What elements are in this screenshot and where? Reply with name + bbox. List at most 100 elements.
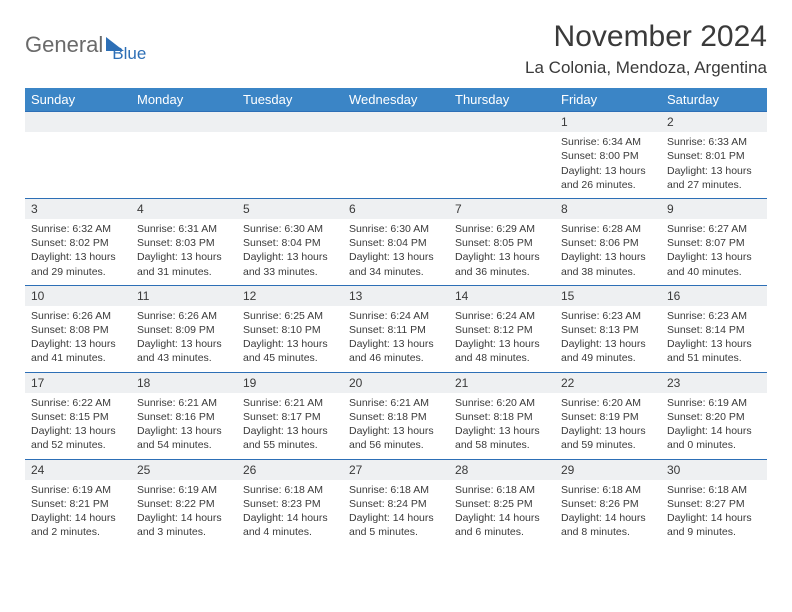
weekday-header: Friday <box>555 88 661 112</box>
sunrise-text: Sunrise: 6:20 AM <box>561 396 655 410</box>
sunset-text: Sunset: 8:20 PM <box>667 410 761 424</box>
calendar-day-cell: 23Sunrise: 6:19 AMSunset: 8:20 PMDayligh… <box>661 372 767 459</box>
sunrise-text: Sunrise: 6:22 AM <box>31 396 125 410</box>
sunrise-text: Sunrise: 6:18 AM <box>455 483 549 497</box>
daylight-text: Daylight: 13 hours and 54 minutes. <box>137 424 231 452</box>
weekday-header: Wednesday <box>343 88 449 112</box>
day-number: 6 <box>343 199 449 219</box>
day-number: 30 <box>661 460 767 480</box>
day-body: Sunrise: 6:18 AMSunset: 8:26 PMDaylight:… <box>555 480 661 546</box>
daylight-text: Daylight: 13 hours and 49 minutes. <box>561 337 655 365</box>
day-number <box>237 112 343 132</box>
daylight-text: Daylight: 13 hours and 45 minutes. <box>243 337 337 365</box>
title-block: November 2024 La Colonia, Mendoza, Argen… <box>525 20 767 78</box>
sunrise-text: Sunrise: 6:23 AM <box>561 309 655 323</box>
calendar-day-cell: 7Sunrise: 6:29 AMSunset: 8:05 PMDaylight… <box>449 198 555 285</box>
sunrise-text: Sunrise: 6:25 AM <box>243 309 337 323</box>
daylight-text: Daylight: 13 hours and 41 minutes. <box>31 337 125 365</box>
daylight-text: Daylight: 13 hours and 56 minutes. <box>349 424 443 452</box>
sunrise-text: Sunrise: 6:26 AM <box>31 309 125 323</box>
header: General Blue November 2024 La Colonia, M… <box>25 20 767 78</box>
day-body: Sunrise: 6:19 AMSunset: 8:22 PMDaylight:… <box>131 480 237 546</box>
calendar-day-cell: 29Sunrise: 6:18 AMSunset: 8:26 PMDayligh… <box>555 459 661 545</box>
day-body: Sunrise: 6:33 AMSunset: 8:01 PMDaylight:… <box>661 132 767 198</box>
day-number: 25 <box>131 460 237 480</box>
logo-text-general: General <box>25 32 103 58</box>
day-body: Sunrise: 6:19 AMSunset: 8:21 PMDaylight:… <box>25 480 131 546</box>
day-number: 8 <box>555 199 661 219</box>
day-body: Sunrise: 6:28 AMSunset: 8:06 PMDaylight:… <box>555 219 661 285</box>
sunset-text: Sunset: 8:04 PM <box>243 236 337 250</box>
calendar-week-row: 24Sunrise: 6:19 AMSunset: 8:21 PMDayligh… <box>25 459 767 545</box>
sunrise-text: Sunrise: 6:21 AM <box>137 396 231 410</box>
day-body: Sunrise: 6:23 AMSunset: 8:13 PMDaylight:… <box>555 306 661 372</box>
daylight-text: Daylight: 13 hours and 33 minutes. <box>243 250 337 278</box>
daylight-text: Daylight: 13 hours and 26 minutes. <box>561 164 655 192</box>
day-body: Sunrise: 6:18 AMSunset: 8:27 PMDaylight:… <box>661 480 767 546</box>
calendar-week-row: 17Sunrise: 6:22 AMSunset: 8:15 PMDayligh… <box>25 372 767 459</box>
day-number: 19 <box>237 373 343 393</box>
day-number: 17 <box>25 373 131 393</box>
sunrise-text: Sunrise: 6:18 AM <box>243 483 337 497</box>
sunrise-text: Sunrise: 6:18 AM <box>561 483 655 497</box>
day-body: Sunrise: 6:21 AMSunset: 8:17 PMDaylight:… <box>237 393 343 459</box>
sunrise-text: Sunrise: 6:33 AM <box>667 135 761 149</box>
day-body: Sunrise: 6:32 AMSunset: 8:02 PMDaylight:… <box>25 219 131 285</box>
calendar-day-cell: 4Sunrise: 6:31 AMSunset: 8:03 PMDaylight… <box>131 198 237 285</box>
day-body <box>449 132 555 141</box>
daylight-text: Daylight: 14 hours and 4 minutes. <box>243 511 337 539</box>
day-body: Sunrise: 6:18 AMSunset: 8:23 PMDaylight:… <box>237 480 343 546</box>
day-number <box>449 112 555 132</box>
calendar-page: General Blue November 2024 La Colonia, M… <box>0 0 792 565</box>
calendar-day-cell: 13Sunrise: 6:24 AMSunset: 8:11 PMDayligh… <box>343 285 449 372</box>
daylight-text: Daylight: 13 hours and 52 minutes. <box>31 424 125 452</box>
weekday-header: Sunday <box>25 88 131 112</box>
sunrise-text: Sunrise: 6:18 AM <box>667 483 761 497</box>
day-body: Sunrise: 6:18 AMSunset: 8:24 PMDaylight:… <box>343 480 449 546</box>
calendar-day-cell: 26Sunrise: 6:18 AMSunset: 8:23 PMDayligh… <box>237 459 343 545</box>
day-number: 24 <box>25 460 131 480</box>
day-body: Sunrise: 6:23 AMSunset: 8:14 PMDaylight:… <box>661 306 767 372</box>
daylight-text: Daylight: 14 hours and 3 minutes. <box>137 511 231 539</box>
day-number: 26 <box>237 460 343 480</box>
calendar-day-cell: 24Sunrise: 6:19 AMSunset: 8:21 PMDayligh… <box>25 459 131 545</box>
day-body: Sunrise: 6:20 AMSunset: 8:18 PMDaylight:… <box>449 393 555 459</box>
sunset-text: Sunset: 8:24 PM <box>349 497 443 511</box>
logo-text-blue: Blue <box>112 44 146 64</box>
calendar-day-cell: 1Sunrise: 6:34 AMSunset: 8:00 PMDaylight… <box>555 112 661 199</box>
day-body: Sunrise: 6:20 AMSunset: 8:19 PMDaylight:… <box>555 393 661 459</box>
daylight-text: Daylight: 13 hours and 59 minutes. <box>561 424 655 452</box>
daylight-text: Daylight: 14 hours and 0 minutes. <box>667 424 761 452</box>
daylight-text: Daylight: 13 hours and 51 minutes. <box>667 337 761 365</box>
sunset-text: Sunset: 8:15 PM <box>31 410 125 424</box>
day-body: Sunrise: 6:26 AMSunset: 8:09 PMDaylight:… <box>131 306 237 372</box>
calendar-day-cell: 28Sunrise: 6:18 AMSunset: 8:25 PMDayligh… <box>449 459 555 545</box>
sunset-text: Sunset: 8:00 PM <box>561 149 655 163</box>
day-body: Sunrise: 6:30 AMSunset: 8:04 PMDaylight:… <box>237 219 343 285</box>
sunset-text: Sunset: 8:06 PM <box>561 236 655 250</box>
sunset-text: Sunset: 8:02 PM <box>31 236 125 250</box>
sunset-text: Sunset: 8:16 PM <box>137 410 231 424</box>
sunrise-text: Sunrise: 6:19 AM <box>667 396 761 410</box>
sunset-text: Sunset: 8:18 PM <box>455 410 549 424</box>
sunset-text: Sunset: 8:08 PM <box>31 323 125 337</box>
sunrise-text: Sunrise: 6:21 AM <box>349 396 443 410</box>
sunrise-text: Sunrise: 6:31 AM <box>137 222 231 236</box>
sunrise-text: Sunrise: 6:23 AM <box>667 309 761 323</box>
calendar-day-cell <box>237 112 343 199</box>
day-number: 20 <box>343 373 449 393</box>
calendar-week-row: 10Sunrise: 6:26 AMSunset: 8:08 PMDayligh… <box>25 285 767 372</box>
sunset-text: Sunset: 8:11 PM <box>349 323 443 337</box>
sunrise-text: Sunrise: 6:19 AM <box>31 483 125 497</box>
calendar-table: Sunday Monday Tuesday Wednesday Thursday… <box>25 88 767 545</box>
day-number: 18 <box>131 373 237 393</box>
day-body: Sunrise: 6:30 AMSunset: 8:04 PMDaylight:… <box>343 219 449 285</box>
sunset-text: Sunset: 8:04 PM <box>349 236 443 250</box>
calendar-day-cell: 3Sunrise: 6:32 AMSunset: 8:02 PMDaylight… <box>25 198 131 285</box>
day-number: 7 <box>449 199 555 219</box>
daylight-text: Daylight: 13 hours and 29 minutes. <box>31 250 125 278</box>
sunrise-text: Sunrise: 6:24 AM <box>455 309 549 323</box>
day-number: 9 <box>661 199 767 219</box>
sunset-text: Sunset: 8:26 PM <box>561 497 655 511</box>
day-number: 10 <box>25 286 131 306</box>
